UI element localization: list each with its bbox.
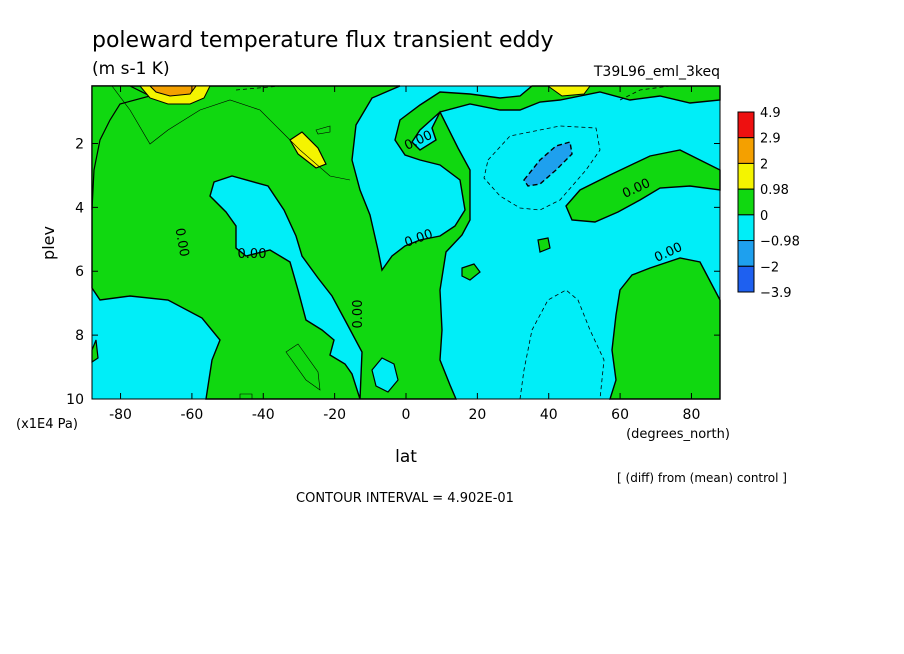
contour-label: 0.00 bbox=[172, 227, 192, 258]
run-label: T39L96_eml_3keq bbox=[593, 64, 720, 80]
colorbar-swatch bbox=[737, 137, 755, 164]
contour-label: 0.00 bbox=[351, 300, 366, 329]
x-tick-label: -80 bbox=[109, 407, 132, 423]
x-tick-label: 60 bbox=[611, 407, 629, 423]
x-tick-label: 80 bbox=[683, 407, 701, 423]
x-tick-label: 20 bbox=[468, 407, 486, 423]
x-tick-label: -60 bbox=[180, 407, 203, 423]
neg-contour-1 bbox=[483, 125, 601, 211]
x-axis: -80 -60 -40 -20 0 20 40 60 80 bbox=[109, 86, 700, 423]
colorbar-swatch bbox=[737, 111, 755, 139]
x-unit-label: (degrees_north) bbox=[626, 427, 730, 442]
x-tick-label: -40 bbox=[252, 407, 275, 423]
yellow-max-mid bbox=[289, 131, 327, 169]
green-small-blob-2 bbox=[461, 263, 481, 281]
y-tick-label: 2 bbox=[75, 136, 84, 152]
colorbar-label: 4.9 bbox=[760, 106, 781, 121]
cyan-hole-center bbox=[371, 357, 399, 393]
y-tick-label: 8 bbox=[75, 328, 84, 344]
colorbar-swatch bbox=[737, 162, 755, 190]
colorbar-swatch bbox=[737, 188, 755, 216]
y-axis-label: plev bbox=[39, 226, 58, 260]
colorbar-label: 2.9 bbox=[760, 132, 781, 147]
y-unit-label: (x1E4 Pa) bbox=[16, 417, 78, 432]
colorbar-swatch bbox=[737, 214, 755, 242]
colorbar-swatch bbox=[737, 265, 755, 293]
colorbar-label: 0 bbox=[760, 209, 768, 224]
green-small-blob-1 bbox=[537, 237, 551, 253]
y-tick-label: 10 bbox=[66, 392, 84, 408]
chart-units: (m s-1 K) bbox=[92, 59, 170, 79]
x-tick-label: 0 bbox=[402, 407, 411, 423]
chart-title: poleward temperature flux transient eddy bbox=[92, 28, 554, 53]
diff-note: [ (diff) from (mean) control ] bbox=[617, 471, 787, 485]
x-tick-label: 40 bbox=[540, 407, 558, 423]
blue-min-north bbox=[523, 141, 573, 187]
colorbar-label: 2 bbox=[760, 157, 768, 172]
neg-contour-4 bbox=[235, 85, 281, 91]
x-axis-label: lat bbox=[395, 447, 417, 467]
colorbar-label: 0.98 bbox=[760, 183, 789, 198]
y-axis: 2 4 6 8 10 bbox=[66, 136, 720, 408]
pos-contour-2 bbox=[285, 343, 321, 391]
pos-contour-1 bbox=[111, 85, 351, 181]
colorbar-label: −2 bbox=[760, 260, 779, 275]
colorbar: 4.9 2.9 2 0.98 0 −0.98 −2 −3.9 bbox=[737, 106, 800, 301]
x-tick-label: -20 bbox=[323, 407, 346, 423]
contour-label: 0.00 bbox=[238, 247, 267, 262]
plot-area: 0.00 0.000.000.000.000.000.00 bbox=[91, 85, 721, 400]
green-strip-south-pole bbox=[91, 85, 152, 211]
colorbar-label: −0.98 bbox=[760, 235, 800, 250]
pos-contour-3 bbox=[315, 125, 331, 135]
y-tick-label: 4 bbox=[75, 200, 84, 216]
contour-interval: CONTOUR INTERVAL = 4.902E-01 bbox=[296, 491, 514, 506]
neg-contour-2 bbox=[519, 289, 605, 400]
colorbar-swatch bbox=[737, 240, 755, 267]
green-band-south bbox=[91, 85, 721, 400]
colorbar-label: −3.9 bbox=[760, 286, 792, 301]
y-tick-label: 6 bbox=[75, 264, 84, 280]
green-patch-north-2 bbox=[565, 149, 721, 223]
neg-contour-3 bbox=[619, 85, 671, 101]
